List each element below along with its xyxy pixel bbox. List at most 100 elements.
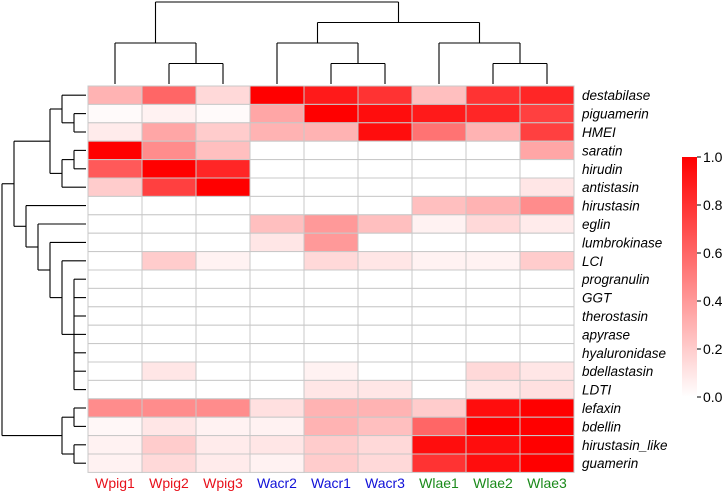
heatmap-cell-therostasin-Wacr3	[357, 306, 413, 326]
heatmap-cell-LCI-Wacr2	[249, 251, 305, 271]
row-label: hirustasin_like	[582, 438, 668, 453]
heatmap-cell-hirudin-Wpig3	[195, 159, 251, 179]
heatmap-cell-apyrase-Wlae2	[465, 324, 521, 345]
row-label: LDTI	[582, 383, 612, 398]
heatmap-cell-lefaxin-Wlae3	[519, 398, 575, 418]
heatmap-cell-eglin-Wpig2	[141, 214, 197, 234]
heatmap-cell-hirustasin-Wpig2	[141, 195, 197, 216]
heatmap-cell-piguamerin-Wlae1	[411, 103, 467, 124]
heatmap-cell-eglin-Wlae1	[411, 214, 467, 234]
heatmap-cell-destabilase-Wpig2	[141, 85, 197, 105]
row-label: lumbrokinase	[582, 235, 662, 250]
heatmap-cell-saratin-Wacr1	[303, 140, 359, 161]
heatmap-cell-LDTI-Wpig2	[141, 379, 197, 400]
heatmap-cell-apyrase-Wacr2	[249, 324, 305, 345]
heatmap-cell-hyaluronidase-Wpig1	[87, 343, 143, 363]
heatmap-cell-hirudin-Wacr1	[303, 159, 359, 179]
column-label: Wpig1	[95, 475, 135, 491]
heatmap-cell-destabilase-Wacr3	[357, 85, 413, 105]
heatmap-cell-bdellastasin-Wacr2	[249, 361, 305, 381]
heatmap-cell-piguamerin-Wlae3	[519, 103, 575, 124]
heatmap-cell-bdellastasin-Wacr3	[357, 361, 413, 381]
heatmap-cell-LCI-Wlae3	[519, 251, 575, 271]
heatmap-cell-bdellastasin-Wpig2	[141, 361, 197, 381]
heatmap-cell-bdellin-Wlae2	[465, 416, 521, 437]
heatmap-cell-lumbrokinase-Wlae2	[465, 232, 521, 253]
heatmap-cell-antistasin-Wlae1	[411, 177, 467, 197]
heatmap-cell-LDTI-Wacr2	[249, 379, 305, 400]
heatmap-cell-therostasin-Wpig2	[141, 306, 197, 326]
column-labels: Wpig1 Wpig2 Wpig3 Wacr2 Wacr1 Wacr3 Wlae1 Wlae2…	[95, 475, 567, 491]
heatmap-cell-lefaxin-Wacr3	[357, 398, 413, 418]
column-label: Wpig2	[149, 475, 189, 491]
heatmap-cell-HMEI-Wlae3	[519, 122, 575, 142]
heatmap-cell-guamerin-Wlae3	[519, 453, 575, 473]
heatmap-cell-GGT-Wlae2	[465, 287, 521, 308]
heatmap-cell-hyaluronidase-Wpig3	[195, 343, 251, 363]
heatmap-cell-HMEI-Wpig2	[141, 122, 197, 142]
heatmap-cell-saratin-Wacr2	[249, 140, 305, 161]
heatmap-cell-antistasin-Wpig1	[87, 177, 143, 197]
heatmap-cell-GGT-Wlae3	[519, 287, 575, 308]
heatmap-cell-lefaxin-Wacr2	[249, 398, 305, 418]
heatmap-cell-piguamerin-Wacr2	[249, 103, 305, 124]
heatmap-cell-eglin-Wacr3	[357, 214, 413, 234]
heatmap-cell-guamerin-Wpig3	[195, 453, 251, 473]
color-legend-tick-label: 0.4	[703, 293, 723, 309]
heatmap-cell-hirudin-Wacr3	[357, 159, 413, 179]
heatmap-cell-destabilase-Wpig3	[195, 85, 251, 105]
heatmap-cell-progranulin-Wpig1	[87, 269, 143, 289]
heatmap-cell-eglin-Wpig3	[195, 214, 251, 234]
row-label: LCI	[582, 254, 603, 269]
heatmap-cell-HMEI-Wacr3	[357, 122, 413, 142]
heatmap-cell-LCI-Wacr3	[357, 251, 413, 271]
heatmap-cell-hirustasin_like-Wpig2	[141, 435, 197, 455]
heatmap-cell-saratin-Wpig2	[141, 140, 197, 161]
heatmap-cell-LCI-Wpig1	[87, 251, 143, 271]
heatmap-cell-saratin-Wpig3	[195, 140, 251, 161]
row-label: GGT	[582, 291, 613, 306]
heatmap-cell-bdellastasin-Wlae3	[519, 361, 575, 381]
heatmap-cell-HMEI-Wacr1	[303, 122, 359, 142]
heatmap-cell-therostasin-Wlae2	[465, 306, 521, 326]
heatmap-cell-progranulin-Wacr2	[249, 269, 305, 289]
heatmap-cell-progranulin-Wlae3	[519, 269, 575, 289]
heatmap-cell-antistasin-Wlae3	[519, 177, 575, 197]
heatmap-cell-hyaluronidase-Wlae1	[411, 343, 467, 363]
heatmap-cell-destabilase-Wacr1	[303, 85, 359, 105]
heatmap-cell-GGT-Wlae1	[411, 287, 467, 308]
heatmap-cell-bdellastasin-Wacr1	[303, 361, 359, 381]
heatmap-cell-hirustasin_like-Wacr3	[357, 435, 413, 455]
heatmap-cell-destabilase-Wpig1	[87, 85, 143, 105]
heatmap-cell-apyrase-Wpig2	[141, 324, 197, 345]
heatmap-cell-guamerin-Wlae1	[411, 453, 467, 473]
heatmap-cell-bdellin-Wlae3	[519, 416, 575, 437]
heatmap-cell-progranulin-Wpig2	[141, 269, 197, 289]
heatmap-cell-lumbrokinase-Wacr3	[357, 232, 413, 253]
heatmap-cell-lefaxin-Wpig2	[141, 398, 197, 418]
row-label: apyrase	[582, 327, 630, 342]
heatmap-cell-destabilase-Wlae3	[519, 85, 575, 105]
heatmap-cell-hirustasin_like-Wacr2	[249, 435, 305, 455]
heatmap-cell-hirustasin_like-Wlae3	[519, 435, 575, 455]
heatmap-cell-LDTI-Wlae3	[519, 379, 575, 400]
heatmap-cell-progranulin-Wlae1	[411, 269, 467, 289]
column-label: Wlae2	[473, 475, 513, 491]
heatmap-cell-antistasin-Wpig3	[195, 177, 251, 197]
heatmap-cell-lefaxin-Wlae2	[465, 398, 521, 418]
heatmap-cell-guamerin-Wlae2	[465, 453, 521, 473]
heatmap-cell-bdellin-Wlae1	[411, 416, 467, 437]
heatmap-cell-saratin-Wlae3	[519, 140, 575, 161]
heatmap-cell-piguamerin-Wacr1	[303, 103, 359, 124]
heatmap-cell-hirustasin-Wlae1	[411, 195, 467, 216]
heatmap-cell-bdellastasin-Wpig1	[87, 361, 143, 381]
heatmap-cell-hirustasin-Wpig1	[87, 195, 143, 216]
heatmap-cell-therostasin-Wacr2	[249, 306, 305, 326]
heatmap-cell-hyaluronidase-Wacr1	[303, 343, 359, 363]
heatmap-cell-lefaxin-Wacr1	[303, 398, 359, 418]
heatmap-cell-hirudin-Wlae3	[519, 159, 575, 179]
heatmap-cell-antistasin-Wacr3	[357, 177, 413, 197]
column-label: Wacr3	[365, 475, 405, 491]
heatmap-cell-therostasin-Wpig3	[195, 306, 251, 326]
